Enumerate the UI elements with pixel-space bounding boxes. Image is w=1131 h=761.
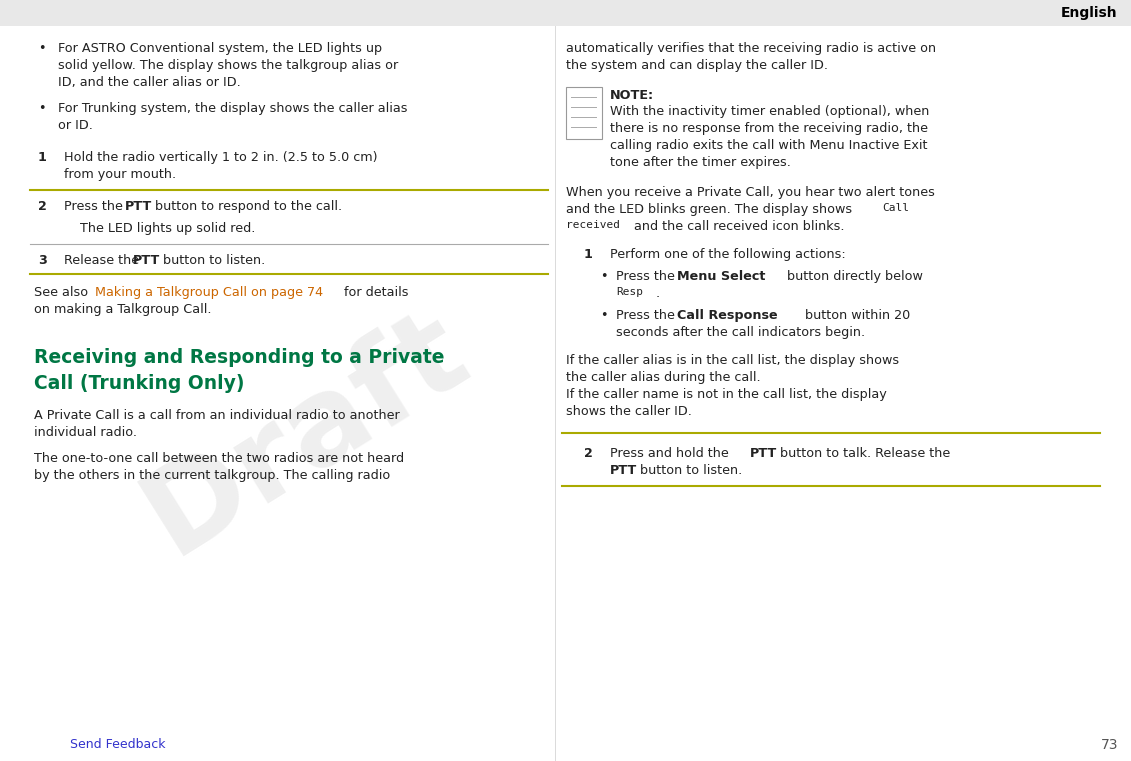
Text: Menu Select: Menu Select xyxy=(677,270,766,283)
Text: button to talk. Release the: button to talk. Release the xyxy=(776,447,950,460)
Text: ID, and the caller alias or ID.: ID, and the caller alias or ID. xyxy=(58,76,241,89)
Text: PTT: PTT xyxy=(133,254,161,267)
Text: shows the caller ID.: shows the caller ID. xyxy=(566,405,692,418)
Text: See also: See also xyxy=(34,286,92,299)
Text: NOTE:: NOTE: xyxy=(610,89,654,102)
Text: tone after the timer expires.: tone after the timer expires. xyxy=(610,156,791,169)
Text: 1: 1 xyxy=(584,248,593,261)
Text: from your mouth.: from your mouth. xyxy=(64,168,176,181)
Text: 1: 1 xyxy=(38,151,46,164)
Text: Press the: Press the xyxy=(64,200,127,213)
Text: With the inactivity timer enabled (optional), when: With the inactivity timer enabled (optio… xyxy=(610,105,930,118)
Text: A Private Call is a call from an individual radio to another: A Private Call is a call from an individ… xyxy=(34,409,399,422)
Text: Draft: Draft xyxy=(123,290,487,578)
Text: •: • xyxy=(38,42,45,55)
Text: automatically verifies that the receiving radio is active on: automatically verifies that the receivin… xyxy=(566,42,936,55)
Text: If the caller alias is in the call list, the display shows: If the caller alias is in the call list,… xyxy=(566,354,899,367)
Text: The LED lights up solid red.: The LED lights up solid red. xyxy=(80,222,256,235)
Text: 2: 2 xyxy=(584,447,593,460)
Text: Press and hold the: Press and hold the xyxy=(610,447,733,460)
Text: for details: for details xyxy=(340,286,408,299)
Text: Hold the radio vertically 1 to 2 in. (2.5 to 5.0 cm): Hold the radio vertically 1 to 2 in. (2.… xyxy=(64,151,378,164)
Text: and the LED blinks green. The display shows: and the LED blinks green. The display sh… xyxy=(566,203,856,216)
Text: Send Feedback: Send Feedback xyxy=(70,738,165,751)
Text: Perform one of the following actions:: Perform one of the following actions: xyxy=(610,248,846,261)
Text: Receiving and Responding to a Private: Receiving and Responding to a Private xyxy=(34,348,444,367)
Text: Resp: Resp xyxy=(616,287,644,297)
Text: PTT: PTT xyxy=(126,200,153,213)
Text: or ID.: or ID. xyxy=(58,119,93,132)
Text: When you receive a Private Call, you hear two alert tones: When you receive a Private Call, you hea… xyxy=(566,186,935,199)
Text: Press the: Press the xyxy=(616,270,679,283)
Text: button within 20: button within 20 xyxy=(801,309,910,322)
Text: calling radio exits the call with Menu Inactive Exit: calling radio exits the call with Menu I… xyxy=(610,139,927,152)
Text: .: . xyxy=(656,287,661,300)
Text: PTT: PTT xyxy=(750,447,777,460)
Text: Call: Call xyxy=(882,203,909,213)
Text: •: • xyxy=(601,309,607,322)
Text: Call Response: Call Response xyxy=(677,309,778,322)
Text: For Trunking system, the display shows the caller alias: For Trunking system, the display shows t… xyxy=(58,102,407,115)
Text: Release the: Release the xyxy=(64,254,144,267)
Text: button directly below: button directly below xyxy=(783,270,923,283)
Text: •: • xyxy=(38,102,45,115)
Bar xyxy=(566,87,602,139)
Text: •: • xyxy=(601,270,607,283)
Text: by the others in the current talkgroup. The calling radio: by the others in the current talkgroup. … xyxy=(34,469,390,482)
Text: individual radio.: individual radio. xyxy=(34,426,137,439)
Text: PTT: PTT xyxy=(610,464,637,477)
Text: and the call received icon blinks.: and the call received icon blinks. xyxy=(630,220,845,233)
Text: seconds after the call indicators begin.: seconds after the call indicators begin. xyxy=(616,326,865,339)
Text: the system and can display the caller ID.: the system and can display the caller ID… xyxy=(566,59,828,72)
Text: on making a Talkgroup Call.: on making a Talkgroup Call. xyxy=(34,303,211,316)
Text: Making a Talkgroup Call on page 74: Making a Talkgroup Call on page 74 xyxy=(95,286,323,299)
Text: 3: 3 xyxy=(38,254,46,267)
Text: English: English xyxy=(1061,6,1117,20)
Text: received: received xyxy=(566,220,620,230)
Text: For ASTRO Conventional system, the LED lights up: For ASTRO Conventional system, the LED l… xyxy=(58,42,382,55)
Text: there is no response from the receiving radio, the: there is no response from the receiving … xyxy=(610,122,929,135)
Text: 73: 73 xyxy=(1100,738,1119,752)
Text: the caller alias during the call.: the caller alias during the call. xyxy=(566,371,761,384)
Text: button to listen.: button to listen. xyxy=(636,464,742,477)
Text: button to listen.: button to listen. xyxy=(159,254,266,267)
Text: button to respond to the call.: button to respond to the call. xyxy=(152,200,342,213)
Text: 2: 2 xyxy=(38,200,46,213)
Text: If the caller name is not in the call list, the display: If the caller name is not in the call li… xyxy=(566,388,887,401)
Text: solid yellow. The display shows the talkgroup alias or: solid yellow. The display shows the talk… xyxy=(58,59,398,72)
Text: Press the: Press the xyxy=(616,309,679,322)
Text: The one-to-one call between the two radios are not heard: The one-to-one call between the two radi… xyxy=(34,452,404,465)
Text: Call (Trunking Only): Call (Trunking Only) xyxy=(34,374,244,393)
Bar xyxy=(0,0,1131,26)
